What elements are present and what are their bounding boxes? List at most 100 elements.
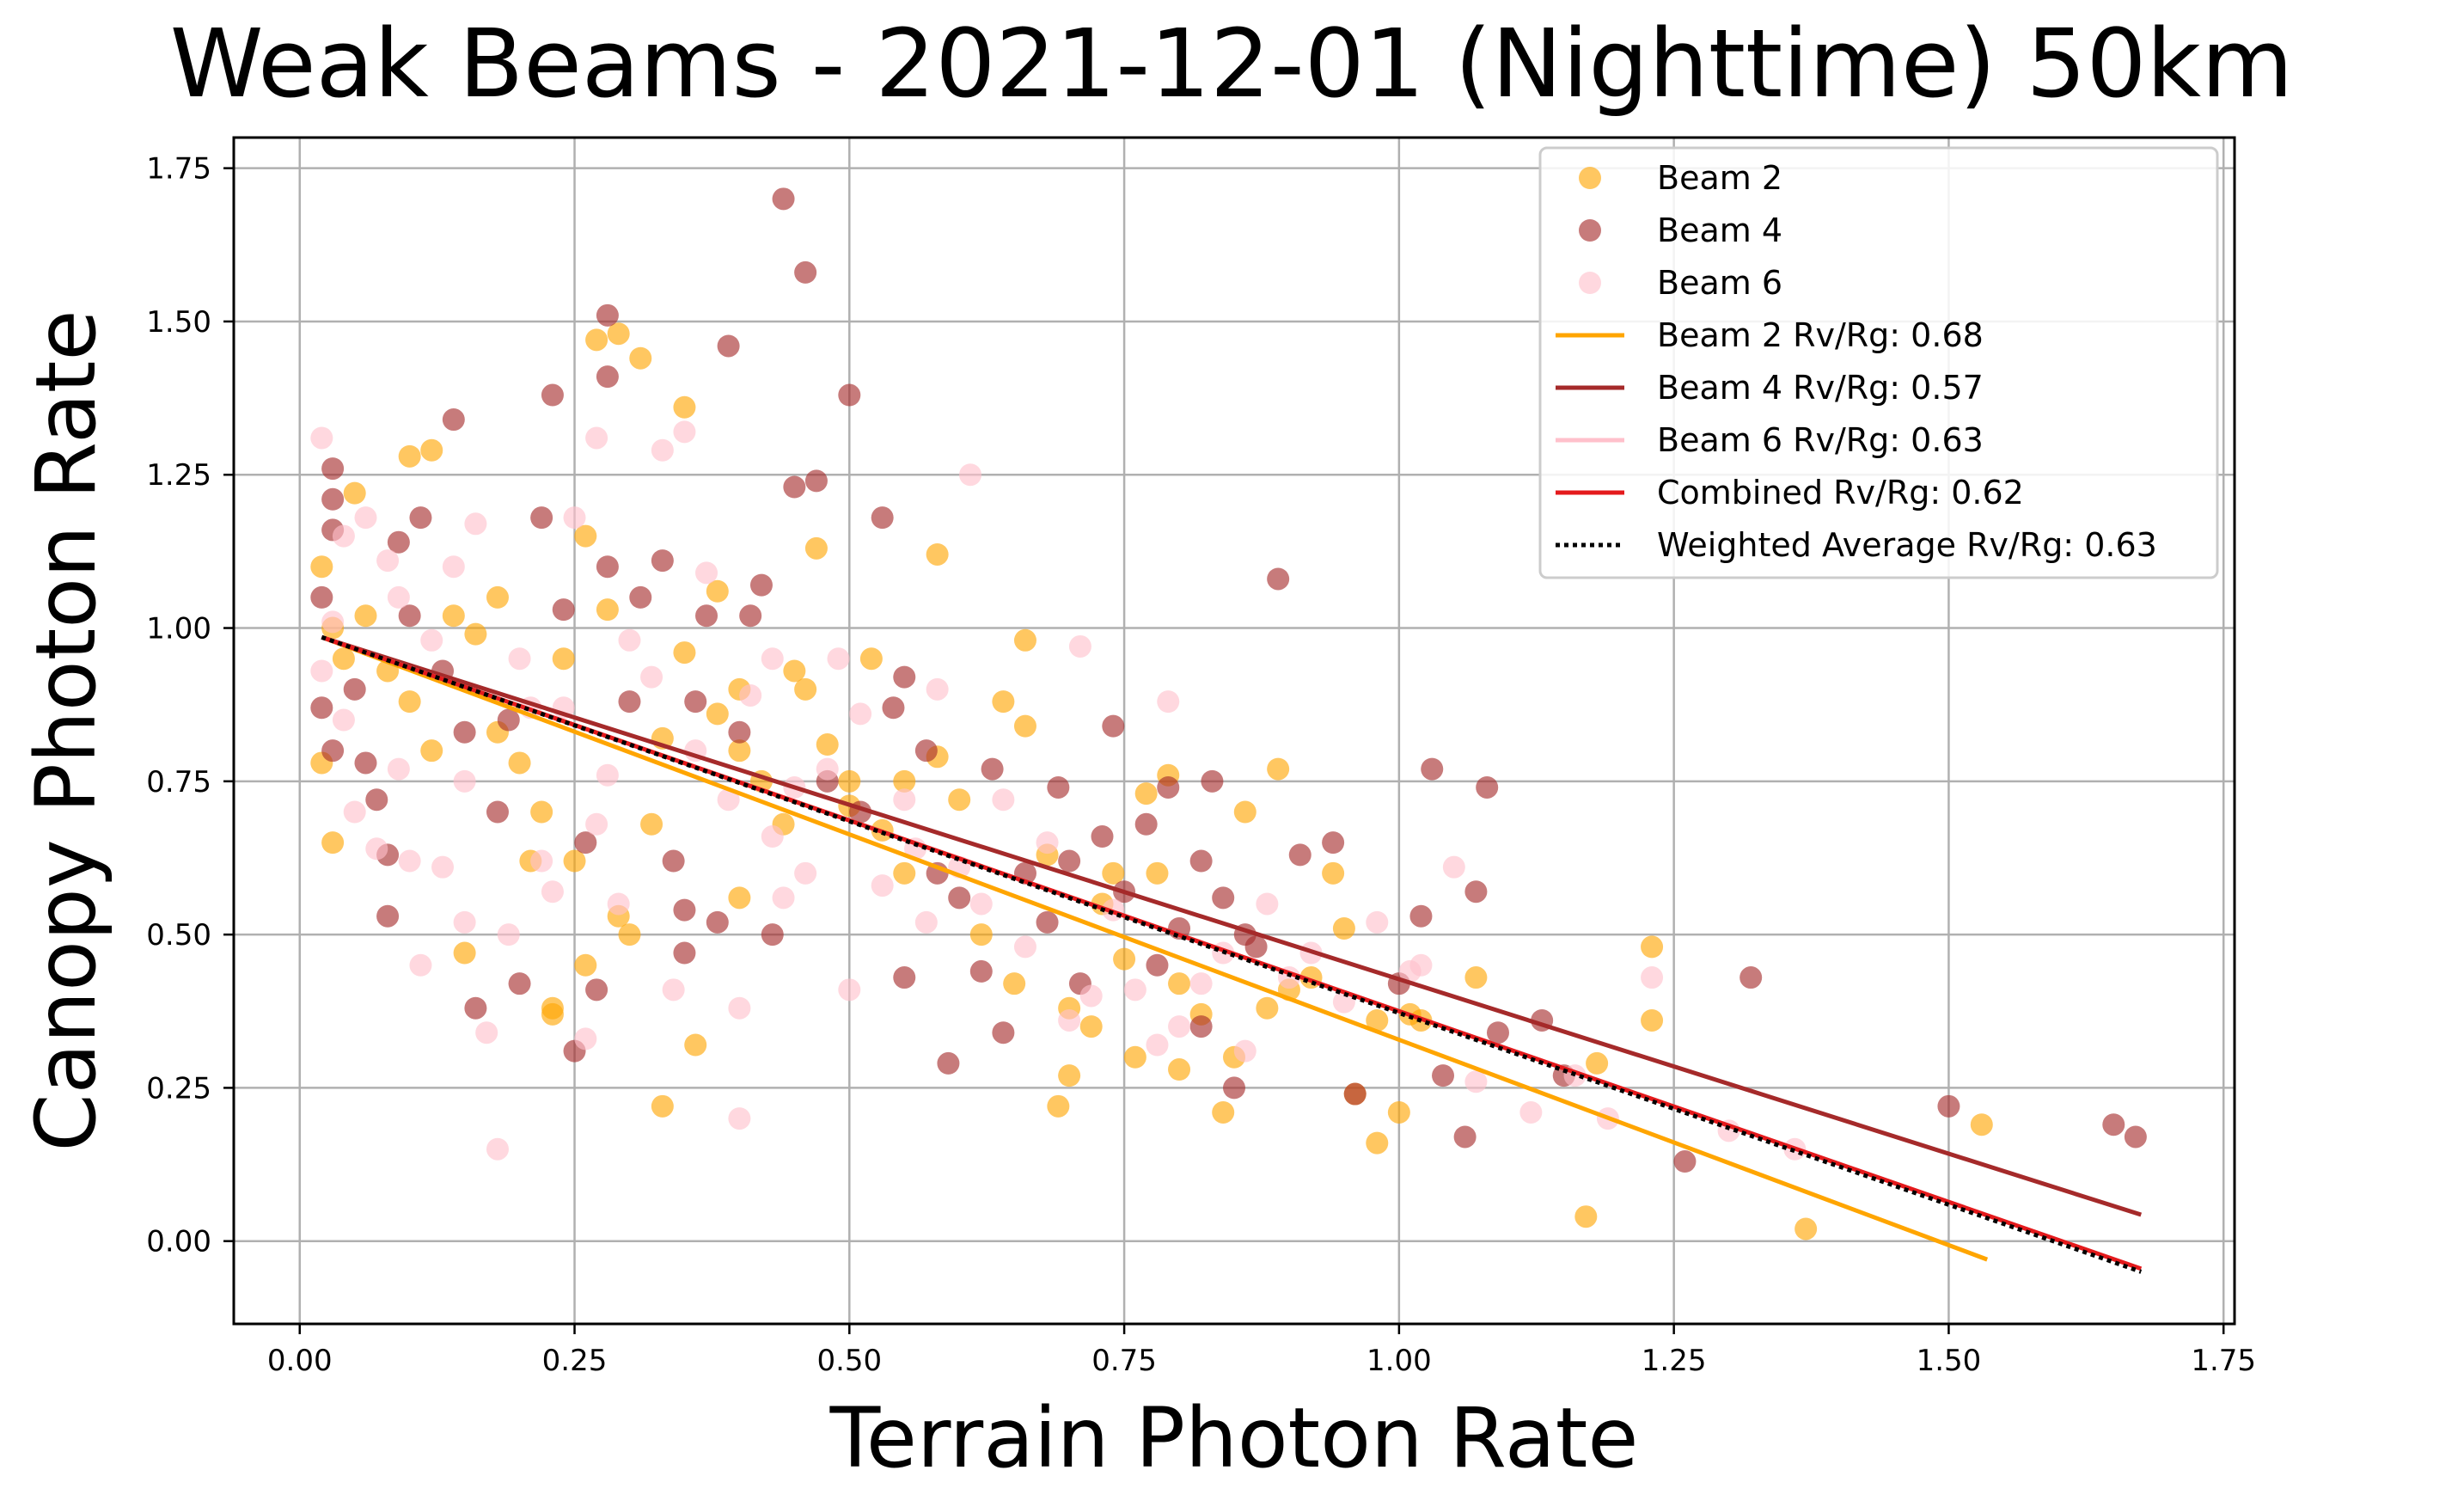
scatter-point bbox=[1003, 972, 1026, 995]
scatter-point bbox=[332, 524, 355, 548]
scatter-point bbox=[662, 849, 685, 873]
scatter-point bbox=[893, 966, 916, 989]
scatter-point bbox=[2124, 1125, 2147, 1149]
scatter-point bbox=[1013, 628, 1036, 652]
scatter-point bbox=[618, 690, 641, 714]
scatter-point bbox=[1366, 910, 1389, 934]
legend-label: Beam 4 bbox=[1657, 211, 1782, 249]
scatter-point bbox=[673, 641, 696, 665]
scatter-point bbox=[508, 647, 531, 671]
scatter-point bbox=[783, 475, 806, 499]
scatter-point bbox=[574, 1027, 597, 1051]
scatter-point bbox=[618, 628, 641, 652]
scatter-point bbox=[804, 469, 828, 493]
scatter-point bbox=[1486, 1021, 1509, 1044]
scatter-point bbox=[992, 690, 1015, 714]
scatter-point bbox=[1102, 714, 1125, 738]
scatter-point bbox=[343, 481, 366, 505]
scatter-point bbox=[453, 769, 476, 793]
y-tick-label: 1.75 bbox=[146, 152, 211, 187]
scatter-point bbox=[772, 886, 795, 910]
scatter-point bbox=[926, 677, 949, 701]
legend-label: Beam 2 Rv/Rg: 0.68 bbox=[1657, 316, 1984, 354]
scatter-point bbox=[387, 757, 410, 781]
scatter-point bbox=[1464, 1070, 1488, 1093]
scatter-point bbox=[1322, 861, 1345, 885]
scatter-point bbox=[706, 579, 729, 603]
scatter-point bbox=[310, 585, 333, 609]
scatter-point bbox=[343, 677, 366, 701]
legend: Beam 2 Beam 4 Beam 6 Beam 2 Rv/Rg: 0.68 Beam… bbox=[1538, 146, 2219, 579]
scatter-point bbox=[541, 383, 564, 407]
scatter-point bbox=[849, 702, 872, 726]
scatter-point bbox=[1036, 831, 1059, 855]
scatter-point bbox=[332, 708, 355, 732]
scatter-point bbox=[1574, 1205, 1598, 1228]
scatter-point bbox=[387, 530, 410, 554]
scatter-point bbox=[1058, 1064, 1081, 1087]
scatter-point bbox=[651, 1094, 674, 1118]
scatter-point bbox=[1288, 843, 1311, 867]
chart-title: Weak Beams - 2021-12-01 (Nighttime) 50km bbox=[170, 9, 2294, 119]
scatter-point bbox=[1256, 996, 1279, 1020]
y-tick-label: 0.50 bbox=[146, 918, 211, 953]
scatter-point bbox=[969, 892, 993, 916]
scatter-point bbox=[552, 598, 575, 622]
scatter-point bbox=[310, 555, 333, 579]
scatter-point bbox=[1212, 886, 1235, 910]
scatter-point bbox=[442, 555, 465, 579]
scatter-point bbox=[453, 720, 476, 744]
scatter-point bbox=[541, 880, 564, 904]
scatter-point bbox=[794, 260, 817, 284]
scatter-point bbox=[1421, 757, 1444, 781]
scatter-point bbox=[761, 825, 784, 848]
x-tick-label: 0.75 bbox=[1091, 1344, 1157, 1378]
scatter-point bbox=[749, 573, 773, 597]
scatter-point bbox=[464, 622, 487, 646]
scatter-point bbox=[497, 708, 520, 732]
scatter-point bbox=[574, 953, 597, 977]
scatter-point bbox=[1201, 769, 1224, 793]
scatter-point bbox=[1343, 1082, 1367, 1106]
scatter-point bbox=[376, 549, 400, 573]
scatter-point bbox=[1168, 1015, 1191, 1038]
scatter-point bbox=[673, 941, 696, 965]
scatter-point bbox=[1102, 861, 1125, 885]
scatter-point bbox=[1409, 953, 1433, 977]
scatter-point bbox=[1058, 1008, 1081, 1032]
scatter-point bbox=[1189, 1015, 1213, 1038]
scatter-point bbox=[1168, 1058, 1191, 1081]
legend-label: Combined Rv/Rg: 0.62 bbox=[1657, 474, 2024, 512]
scatter-point bbox=[508, 751, 531, 775]
scatter-point bbox=[882, 696, 905, 720]
scatter-point bbox=[541, 1002, 564, 1026]
scatter-point bbox=[717, 334, 740, 358]
y-axis-label: Canopy Photon Rate bbox=[18, 309, 114, 1151]
scatter-point bbox=[310, 426, 333, 450]
scatter-point bbox=[1013, 714, 1036, 738]
scatter-point bbox=[1146, 1033, 1169, 1057]
axis-ticks: 0.00 0.25 0.50 0.75 1.00 1.25 1.50 1.75 0.00 0.25… bbox=[146, 152, 2256, 1378]
trend-lines bbox=[321, 634, 2143, 1274]
scatter-point bbox=[1134, 812, 1158, 836]
scatter-point bbox=[332, 647, 355, 671]
scatter-point bbox=[596, 303, 619, 327]
scatter-point bbox=[1233, 1039, 1256, 1063]
scatter-point bbox=[1795, 1217, 1818, 1241]
scatter-point bbox=[838, 978, 861, 1002]
scatter-point bbox=[816, 757, 839, 781]
scatter-point bbox=[969, 923, 993, 946]
scatter-point bbox=[354, 506, 377, 530]
scatter-point bbox=[607, 322, 630, 346]
scatter-point bbox=[596, 763, 619, 787]
scatter-point bbox=[761, 647, 784, 671]
legend-marker bbox=[1579, 219, 1601, 242]
scatter-point bbox=[728, 739, 751, 763]
scatter-point bbox=[871, 506, 894, 530]
scatter-point bbox=[596, 598, 619, 622]
scatter-point bbox=[618, 923, 641, 946]
scatter-point bbox=[530, 849, 553, 873]
scatter-point bbox=[1013, 935, 1036, 959]
scatter-point bbox=[442, 604, 465, 628]
